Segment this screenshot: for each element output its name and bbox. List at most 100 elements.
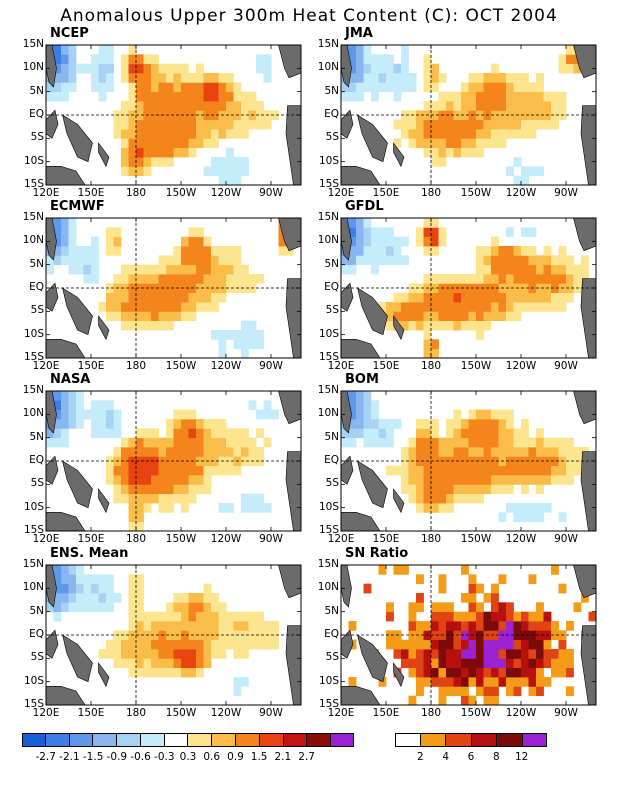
grid-cell <box>248 320 257 331</box>
grid-cell <box>408 320 417 331</box>
grid-cell <box>166 493 174 504</box>
grid-cell <box>521 73 529 83</box>
x-tick-label: 180 <box>420 533 442 545</box>
grid-cell <box>136 583 144 594</box>
grid-cell <box>211 274 219 284</box>
grid-cell <box>241 264 249 275</box>
grid-cell <box>498 649 507 659</box>
grid-cell <box>136 292 144 303</box>
grid-cell <box>431 419 439 429</box>
grid-cell <box>143 320 152 331</box>
grid-cell <box>416 503 424 513</box>
colorbar-swatch <box>188 733 213 747</box>
grid-cell <box>348 91 357 102</box>
grid-cell <box>453 91 462 102</box>
grid-cell <box>378 677 387 687</box>
grid-cell <box>536 447 544 457</box>
grid-cell <box>431 602 439 613</box>
grid-cell <box>378 54 387 65</box>
grid-cell <box>143 611 152 622</box>
grid-cell <box>241 437 249 448</box>
grid-cell <box>431 447 439 457</box>
grid-cell <box>226 621 234 631</box>
grid-cell <box>498 119 507 130</box>
grid-cell <box>438 602 447 613</box>
grid-cell <box>356 409 364 420</box>
grid-cell <box>128 82 137 93</box>
grid-cell <box>173 129 182 139</box>
grid-cell <box>423 437 432 448</box>
grid-cell <box>438 91 447 102</box>
grid-cell <box>151 73 159 83</box>
grid-cell <box>91 73 99 83</box>
grid-cell <box>143 658 152 669</box>
grid-cell <box>233 649 242 659</box>
grid-cell <box>401 255 409 266</box>
grid-cell <box>348 54 357 65</box>
grid-cell <box>416 649 424 659</box>
grid-cell <box>513 677 522 687</box>
x-tick-label: 120W <box>210 187 242 199</box>
grid-cell <box>453 409 462 420</box>
grid-cell <box>113 493 122 504</box>
grid-cell <box>226 73 234 83</box>
grid-cell <box>461 428 469 439</box>
grid-cell <box>423 292 432 303</box>
grid-cell <box>233 686 242 697</box>
grid-cell <box>393 63 402 74</box>
grid-cell <box>121 110 129 121</box>
grid-cell <box>521 630 529 641</box>
grid-cell <box>468 583 477 594</box>
grid-cell <box>453 101 462 111</box>
grid-cell <box>91 236 99 247</box>
grid-cell <box>453 621 462 631</box>
grid-cell <box>188 593 197 603</box>
grid-cell <box>68 602 77 613</box>
grid-cell <box>181 236 189 247</box>
grid-cell <box>166 667 174 678</box>
grid-cell <box>453 311 462 322</box>
grid-cell <box>241 330 249 340</box>
grid-cell <box>446 110 454 121</box>
grid-cell <box>241 447 249 457</box>
grid-cell <box>121 649 129 659</box>
grid-cell <box>248 330 257 340</box>
grid-cell <box>461 611 469 622</box>
grid-cell <box>106 63 114 74</box>
grid-cell <box>113 129 122 139</box>
grid-cell <box>136 447 144 457</box>
grid-cell <box>476 419 484 429</box>
grid-cell <box>416 630 424 641</box>
y-tick-label: 10N <box>317 234 339 247</box>
grid-cell <box>536 292 544 303</box>
grid-cell <box>491 677 499 687</box>
grid-cell <box>438 129 447 139</box>
grid-cell <box>431 475 439 485</box>
grid-cell <box>423 339 432 350</box>
grid-cell <box>181 437 189 448</box>
grid-cell <box>226 456 234 467</box>
colorbar-swatch <box>471 733 497 747</box>
grid-cell <box>438 484 447 495</box>
grid-cell <box>446 493 454 504</box>
grid-cell <box>128 593 137 603</box>
grid-cell <box>241 503 249 513</box>
grid-cell <box>498 512 507 523</box>
grid-cell <box>128 437 137 448</box>
grid-cell <box>83 574 92 585</box>
grid-cell <box>521 419 529 429</box>
grid-cell <box>506 255 514 266</box>
grid-cell <box>136 465 144 476</box>
grid-cell <box>521 658 529 669</box>
grid-cell <box>498 475 507 485</box>
grid-cell <box>506 611 514 622</box>
grid-cell <box>513 503 522 513</box>
grid-cell <box>521 175 529 186</box>
grid-cell <box>461 639 469 650</box>
grid-cell <box>438 147 447 158</box>
grid-cell <box>356 227 364 238</box>
grid-cell <box>431 274 439 284</box>
grid-cell <box>218 330 227 340</box>
grid-cell <box>401 447 409 457</box>
grid-cell <box>401 73 409 83</box>
